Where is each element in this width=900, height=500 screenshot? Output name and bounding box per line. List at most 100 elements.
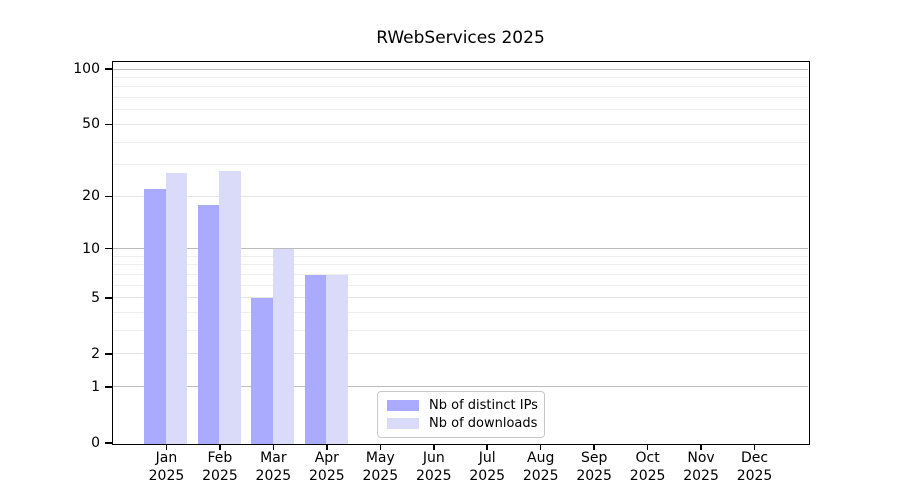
y-tick-mark — [105, 353, 112, 355]
x-tick-month: Sep — [580, 450, 608, 466]
y-tick-label: 100 — [73, 61, 100, 77]
x-tick-month: Jan — [155, 450, 178, 466]
x-tick-year: 2025 — [629, 467, 666, 484]
x-tick-year: 2025 — [202, 467, 238, 484]
gridline — [112, 248, 808, 250]
x-tick-mark — [165, 444, 168, 450]
bar-downloads — [165, 173, 188, 444]
x-tick-year: 2025 — [415, 467, 452, 484]
gridline — [112, 195, 808, 197]
gridline — [112, 386, 808, 388]
x-tick-year: 2025 — [148, 467, 185, 484]
x-tick-mark — [379, 444, 382, 450]
x-tick-year: 2025 — [309, 467, 345, 484]
bar-distinct-ips — [304, 275, 327, 444]
y-tick-label: 0 — [91, 435, 100, 451]
x-tick-year: 2025 — [362, 467, 399, 484]
y-tick-mark — [105, 195, 112, 198]
x-tick-label: Apr 2025 — [295, 450, 359, 485]
legend-label-downloads: Nb of downloads — [429, 415, 538, 431]
x-tick-mark — [593, 444, 595, 450]
gridline — [112, 330, 808, 332]
x-tick-mark — [486, 444, 488, 450]
x-tick-month: Jul — [478, 450, 496, 466]
y-tick-mark — [105, 442, 112, 444]
x-tick-mark — [219, 444, 221, 450]
x-tick-label: Oct 2025 — [616, 450, 680, 485]
gridline — [112, 353, 808, 355]
x-tick-label: Jul 2025 — [455, 450, 519, 485]
x-tick-label: Sep 2025 — [562, 450, 626, 485]
bar-downloads — [272, 249, 295, 444]
y-tick-mark — [105, 247, 112, 250]
y-tick-mark — [105, 123, 112, 126]
legend: Nb of distinct IPs Nb of downloads — [377, 391, 545, 438]
x-tick-month: Nov — [687, 450, 715, 466]
x-tick-year: 2025 — [469, 467, 506, 484]
x-tick-month: Dec — [740, 450, 769, 466]
x-tick-mark — [433, 444, 435, 450]
x-tick-month: Mar — [260, 450, 287, 466]
x-tick-month: May — [365, 450, 395, 466]
gridline — [112, 68, 808, 70]
gridline — [112, 86, 808, 88]
gridline — [112, 141, 808, 143]
gridline — [112, 312, 808, 314]
x-tick-label: Jan 2025 — [134, 450, 198, 485]
y-tick-label: 50 — [82, 116, 100, 133]
gridline — [112, 284, 808, 286]
x-tick-label: Jun 2025 — [402, 450, 466, 485]
gridline — [112, 97, 808, 99]
bar-downloads — [219, 170, 241, 444]
plot-area — [111, 60, 810, 445]
x-tick-year: 2025 — [522, 467, 559, 484]
y-tick-label: 10 — [82, 240, 100, 257]
x-tick-label: May 2025 — [348, 450, 412, 485]
x-tick-label: Mar 2025 — [241, 450, 305, 485]
x-tick-mark — [326, 444, 328, 450]
downloads-swatch — [387, 417, 419, 429]
x-tick-mark — [646, 444, 649, 450]
chart-title: RWebServices 2025 — [376, 28, 545, 48]
bar-downloads — [326, 275, 348, 444]
x-tick-mark — [753, 444, 756, 450]
y-tick-mark — [105, 297, 112, 299]
legend-label-distinct-ips: Nb of distinct IPs — [429, 398, 538, 414]
y-tick-label: 5 — [91, 289, 100, 306]
x-tick-mark — [539, 444, 542, 450]
x-tick-year: 2025 — [736, 467, 773, 484]
gridline — [112, 264, 808, 266]
y-tick-label: 2 — [91, 345, 100, 362]
distinct-ips-swatch — [387, 400, 419, 412]
legend-row: Nb of distinct IPs — [387, 397, 538, 414]
bar-distinct-ips — [197, 204, 220, 444]
x-tick-mark — [700, 444, 702, 450]
x-tick-month: Oct — [635, 450, 660, 466]
y-tick-label: 20 — [82, 188, 100, 205]
legend-row: Nb of downloads — [387, 415, 538, 432]
bar-distinct-ips — [251, 298, 273, 444]
y-tick-mark — [105, 386, 112, 388]
x-tick-month: Aug — [527, 450, 555, 466]
bar-distinct-ips — [144, 189, 166, 444]
x-tick-label: Dec 2025 — [723, 450, 787, 485]
x-tick-month: Jun — [422, 450, 445, 466]
x-tick-month: Feb — [207, 450, 233, 466]
gridline — [112, 76, 808, 78]
x-tick-month: Apr — [314, 450, 339, 466]
x-tick-label: Feb 2025 — [188, 450, 252, 485]
gridline — [112, 297, 808, 299]
x-tick-year: 2025 — [576, 467, 612, 484]
y-tick-mark — [105, 68, 112, 70]
x-tick-year: 2025 — [255, 467, 292, 484]
gridline — [112, 109, 808, 111]
gridline — [112, 255, 808, 257]
x-tick-year: 2025 — [683, 467, 719, 484]
x-tick-label: Nov 2025 — [669, 450, 733, 485]
gridline — [112, 273, 808, 275]
x-tick-mark — [272, 444, 275, 450]
gridline — [112, 164, 808, 166]
y-tick-label: 1 — [91, 378, 100, 395]
gridline — [112, 123, 808, 125]
